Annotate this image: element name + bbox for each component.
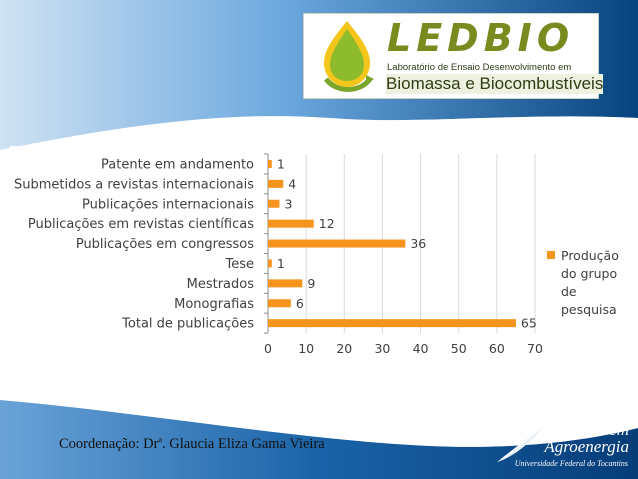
legend-swatch [547, 251, 555, 259]
legend-label: de [561, 284, 577, 299]
data-label: 1 [277, 156, 285, 171]
x-tick-label: 70 [527, 341, 543, 356]
coordination-credit: Coordenação: Dra. Glaucia Eliza Gama Vie… [59, 435, 325, 453]
data-label: 4 [288, 176, 296, 191]
x-tick-label: 40 [413, 341, 429, 356]
program-line3: Universidade Federal do Tocantins [514, 459, 628, 468]
logo-subtitle-large: Biomassa e Biocombustíveis [386, 74, 604, 94]
legend-label: do grupo [561, 266, 617, 281]
x-tick-label: 20 [336, 341, 352, 356]
program-line2: Agroenergia [544, 437, 629, 456]
category-label: Monografias [174, 297, 254, 312]
x-tick-label: 60 [489, 341, 505, 356]
data-label: 6 [296, 296, 304, 311]
bar [268, 299, 291, 308]
x-tick-label: 30 [374, 341, 390, 356]
coordination-name: . Glaucia Eliza Gama Vieira [162, 435, 325, 452]
data-label: 36 [410, 236, 426, 251]
leaf-swoosh-icon [497, 421, 548, 462]
coordination-prefix: Coordenação: Dr [59, 435, 159, 452]
x-tick-label: 10 [298, 341, 314, 356]
legend-label: Produção [561, 248, 619, 263]
data-label: 3 [284, 196, 292, 211]
data-label: 9 [307, 276, 315, 291]
data-label: 65 [521, 316, 537, 331]
bar [268, 279, 303, 288]
bar [268, 239, 406, 248]
x-tick-label: 0 [264, 341, 272, 356]
coordination-sup: a [158, 435, 163, 444]
bar [268, 319, 516, 328]
ledbio-logo: LEDBIO Laboratório de Ensaio Desenvolvim… [303, 13, 604, 99]
bar [268, 259, 272, 268]
program-line1: Mestrado em [539, 420, 629, 439]
category-label: Mestrados [187, 277, 255, 292]
category-label: Submetidos a revistas internacionais [14, 177, 254, 192]
data-label: 1 [277, 256, 285, 271]
bar [268, 219, 314, 228]
category-label: Total de publicações [121, 317, 254, 332]
leaf-drop-icon [323, 21, 374, 92]
bar [268, 159, 272, 168]
logo-subtitle: Laboratório de Ensaio Desenvolvimento em [387, 62, 572, 73]
bar-chart: 0 10 20 30 40 50 60 70 Patente em andamento 1 Subm… [10, 146, 628, 384]
legend-label: pesquisa [561, 302, 617, 317]
bar-chart-svg: 0 10 20 30 40 50 60 70 Patente em andamento 1 Subm… [14, 153, 619, 356]
category-label: Publicações em congressos [76, 237, 254, 252]
data-label: 12 [319, 216, 335, 231]
bar [268, 199, 280, 208]
category-label: Patente em andamento [101, 157, 254, 172]
x-tick-label: 50 [451, 341, 467, 356]
mestrado-agroenergia-logo: Mestrado em Agroenergia Universidade Fed… [493, 414, 631, 474]
category-label: Publicações internacionais [82, 197, 254, 212]
category-label: Publicações em revistas científicas [28, 217, 254, 232]
bar [268, 179, 284, 188]
logo-title: LEDBIO [387, 16, 575, 60]
category-label: Tese [224, 257, 254, 272]
